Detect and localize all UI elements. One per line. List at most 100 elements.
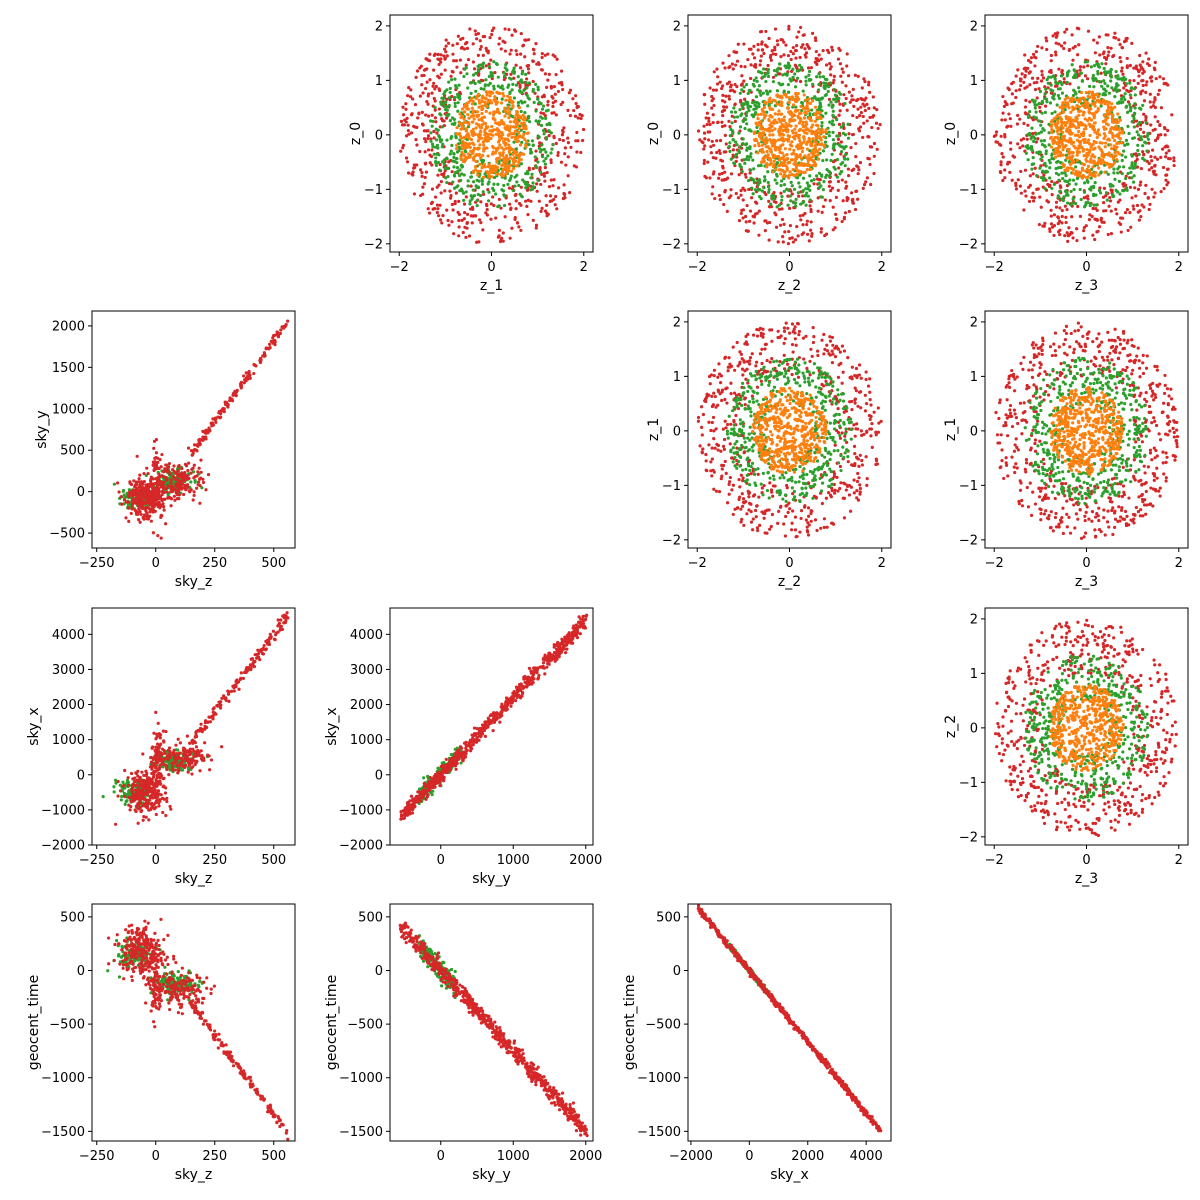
data-point — [719, 158, 723, 162]
data-point — [1060, 214, 1064, 219]
data-point — [501, 91, 505, 96]
data-point — [764, 114, 768, 118]
data-point — [544, 194, 548, 198]
data-point — [844, 84, 848, 88]
data-point — [1088, 173, 1092, 177]
data-point — [432, 81, 436, 85]
data-point — [1084, 224, 1088, 228]
data-point — [1097, 133, 1102, 137]
data-point — [717, 176, 721, 180]
data-point — [734, 159, 738, 163]
data-point — [426, 134, 431, 138]
data-point — [459, 155, 463, 159]
data-point — [722, 150, 726, 154]
data-point — [845, 52, 849, 56]
data-point — [1028, 109, 1032, 114]
data-point — [1063, 189, 1068, 193]
data-point — [1038, 150, 1042, 154]
data-point — [1022, 121, 1026, 126]
data-point — [804, 75, 808, 79]
data-point — [549, 86, 553, 90]
data-point — [462, 74, 466, 79]
y-tick-label: 2 — [970, 19, 978, 34]
data-point — [790, 144, 794, 148]
data-point — [808, 204, 812, 208]
data-point — [431, 145, 435, 149]
data-point — [462, 135, 466, 140]
data-point — [458, 92, 463, 96]
data-point — [767, 238, 771, 242]
data-point — [533, 91, 537, 95]
data-point — [786, 362, 790, 366]
series-2-points — [1049, 90, 1125, 180]
data-point — [769, 100, 773, 104]
data-point — [538, 165, 542, 170]
data-point — [869, 145, 874, 149]
data-point — [1043, 92, 1047, 96]
data-point — [1006, 162, 1010, 166]
data-point — [514, 117, 518, 121]
data-point — [739, 189, 743, 193]
data-point — [839, 150, 844, 154]
data-point — [1030, 148, 1034, 152]
data-point — [1123, 98, 1127, 102]
data-point — [1107, 50, 1111, 54]
data-point — [759, 127, 763, 131]
data-point — [1159, 155, 1163, 159]
data-point — [411, 170, 415, 174]
data-point — [492, 26, 496, 30]
data-point — [562, 126, 566, 130]
data-point — [1102, 200, 1106, 205]
data-point — [1118, 192, 1122, 196]
data-point — [1037, 87, 1041, 91]
data-point — [1049, 208, 1053, 212]
data-point — [1097, 158, 1101, 163]
data-point — [1092, 64, 1097, 68]
data-point — [1016, 178, 1020, 182]
data-point — [512, 140, 516, 144]
data-point — [1051, 34, 1055, 38]
data-point — [442, 162, 446, 166]
data-point — [713, 196, 717, 201]
data-point — [490, 168, 494, 172]
data-point — [1118, 137, 1122, 141]
data-point — [725, 82, 730, 86]
data-point — [835, 157, 840, 162]
data-point — [1065, 80, 1069, 84]
data-point — [451, 180, 455, 184]
data-point — [786, 161, 790, 165]
data-point — [700, 140, 704, 144]
data-point — [1061, 101, 1065, 105]
data-point — [794, 124, 798, 128]
data-point — [477, 63, 482, 67]
data-point — [517, 183, 521, 188]
data-point — [537, 119, 541, 123]
data-point — [1062, 46, 1066, 51]
data-point — [868, 162, 872, 167]
data-point — [1143, 191, 1147, 196]
data-point — [514, 121, 518, 126]
data-point — [793, 163, 798, 167]
data-point — [1083, 74, 1088, 78]
data-point — [743, 161, 747, 165]
data-point — [501, 189, 506, 193]
data-point — [741, 186, 745, 190]
data-point — [790, 521, 794, 525]
data-point — [869, 182, 873, 187]
data-point — [1170, 113, 1174, 117]
data-point — [1026, 115, 1031, 119]
data-point — [792, 201, 796, 205]
data-point — [481, 175, 486, 179]
data-point — [421, 123, 425, 127]
data-point — [756, 48, 760, 52]
data-point — [793, 159, 798, 164]
data-point — [1119, 216, 1123, 220]
data-point — [1078, 96, 1082, 101]
data-point — [814, 38, 818, 43]
data-point — [1133, 166, 1137, 170]
data-point — [501, 239, 505, 243]
data-point — [422, 129, 426, 133]
data-point — [1065, 201, 1070, 205]
data-point — [405, 160, 410, 164]
data-point — [768, 55, 773, 60]
